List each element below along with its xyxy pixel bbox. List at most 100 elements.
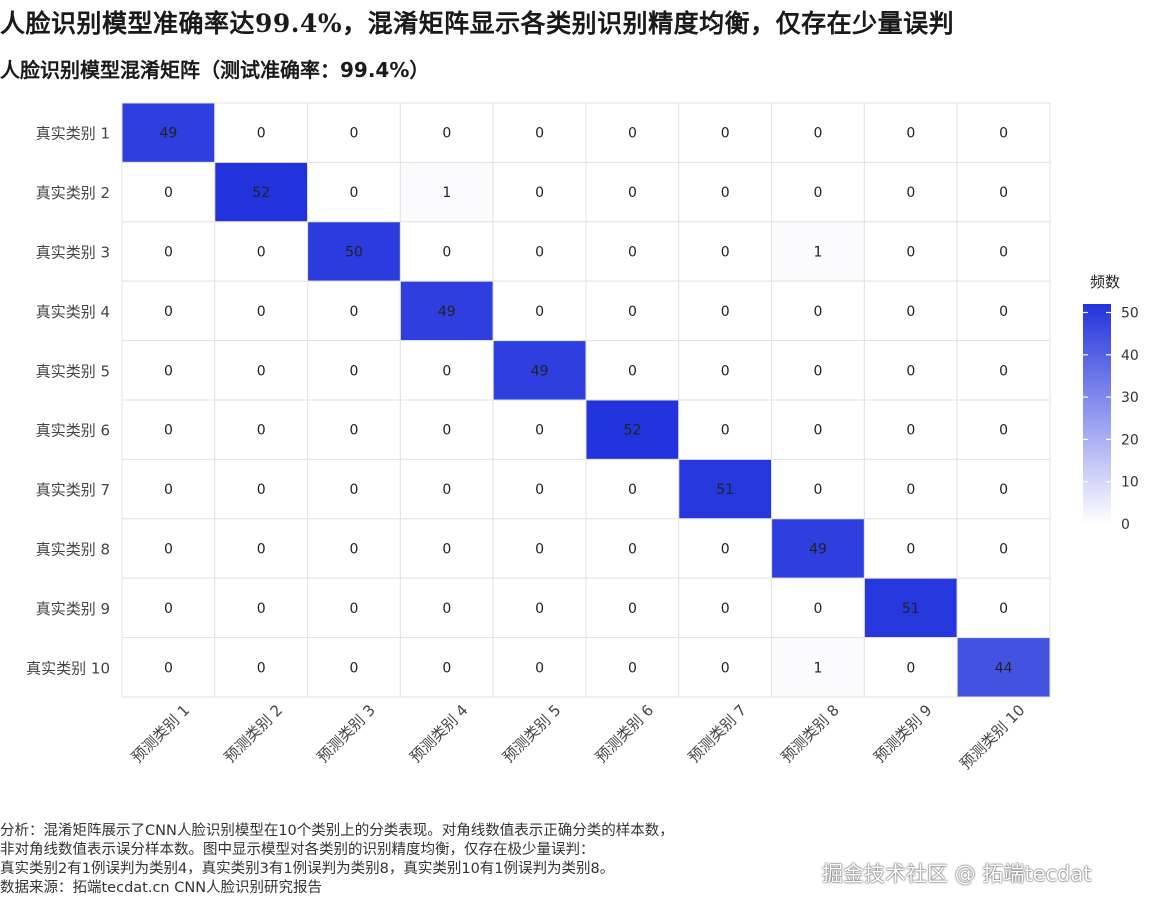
- legend-tick-label: 20: [1121, 432, 1139, 448]
- cell-value-label: 0: [628, 482, 637, 498]
- heatmap-cell: [771, 577, 865, 639]
- cell-value-label: 0: [442, 126, 451, 142]
- cell-value-label: 0: [164, 601, 173, 617]
- heatmap-cell: [492, 280, 587, 342]
- heatmap-cell: [771, 280, 865, 342]
- heatmap-cell: [214, 458, 309, 520]
- heatmap-cell: [678, 340, 773, 401]
- heatmap-cell: [678, 637, 773, 698]
- cell-value-label: 0: [442, 482, 451, 498]
- heatmap-cell: [492, 518, 587, 579]
- cell-value-label: 0: [257, 482, 266, 498]
- heatmap-cell: [585, 102, 680, 163]
- cell-value-label: 0: [535, 304, 544, 320]
- legend-tick-label: 0: [1121, 517, 1130, 533]
- heatmap-cell: [956, 458, 1051, 520]
- cell-value-label: 0: [999, 304, 1008, 320]
- headline: 人脸识别模型准确率达99.4%，混淆矩阵显示各类别识别精度均衡，仅存在少量误判: [0, 9, 955, 38]
- cell-value-label: 0: [257, 660, 266, 676]
- cell-value-label: 0: [814, 185, 823, 201]
- heatmap-cell: [863, 637, 958, 698]
- cell-value-label: 1: [442, 185, 451, 201]
- cell-value-label: 0: [164, 363, 173, 379]
- cell-value-label: 0: [164, 423, 173, 439]
- column-label: 预测类别 4: [406, 701, 471, 766]
- cell-value-label: 0: [350, 660, 359, 676]
- cell-value-label: 0: [906, 126, 915, 142]
- heatmap-cell: [492, 102, 587, 163]
- cell-value-label: 0: [999, 423, 1008, 439]
- row-label: 真实类别 1: [36, 125, 110, 143]
- cell-value-label: 0: [628, 304, 637, 320]
- heatmap-cell: [307, 280, 401, 342]
- cell-value-label: 0: [906, 185, 915, 201]
- column-label: 预测类别 10: [956, 701, 1028, 773]
- heatmap-cell: [585, 458, 680, 520]
- cell-value-label: 0: [814, 601, 823, 617]
- heatmap-cell: [399, 458, 494, 520]
- heatmap-cell: [956, 161, 1051, 223]
- cell-value-label: 0: [814, 423, 823, 439]
- cell-value-label: 0: [906, 245, 915, 261]
- heatmap-cell: [121, 161, 216, 223]
- cell-value-label: 0: [814, 126, 823, 142]
- heatmap-cell: [307, 637, 401, 698]
- cell-value-label: 0: [164, 304, 173, 320]
- legend-tick-label: 30: [1121, 390, 1139, 406]
- cell-value-label: 0: [350, 482, 359, 498]
- heatmap-cell: [121, 280, 216, 342]
- cell-value-label: 0: [350, 363, 359, 379]
- cell-value-label: 0: [906, 542, 915, 558]
- heatmap-cell: [771, 399, 865, 460]
- row-label: 真实类别 3: [36, 244, 110, 262]
- heatmap-cell: [399, 577, 494, 639]
- heatmap-cell: [771, 458, 865, 520]
- heatmap-cell: [307, 340, 401, 401]
- heatmap-cell: [956, 577, 1051, 639]
- cell-value-label: 0: [906, 660, 915, 676]
- column-label: 预测类别 1: [128, 701, 193, 766]
- cell-value-label: 50: [345, 245, 363, 261]
- cell-value-label: 0: [257, 363, 266, 379]
- analysis-source: 数据来源：拓端tecdat.cn CNN人脸识别研究报告: [0, 880, 323, 896]
- cell-value-label: 0: [164, 482, 173, 498]
- cell-value-label: 0: [350, 126, 359, 142]
- cell-value-label: 0: [999, 542, 1008, 558]
- column-label: 预测类别 9: [870, 701, 935, 766]
- cell-value-label: 44: [995, 660, 1013, 676]
- cell-value-label: 0: [535, 601, 544, 617]
- cell-value-label: 0: [257, 423, 266, 439]
- row-label: 真实类别 8: [36, 541, 110, 559]
- cell-value-label: 0: [350, 542, 359, 558]
- heatmap-cell: [678, 280, 773, 342]
- heatmap-cell: [956, 221, 1051, 282]
- analysis-line: 分析：混淆矩阵展示了CNN人脸识别模型在10个类别上的分类表现。对角线数值表示正…: [0, 823, 674, 839]
- column-label: 预测类别 6: [592, 701, 657, 766]
- analysis-line: 真实类别2有1例误判为类别4，真实类别3有1例误判为类别8，真实类别10有1例误…: [0, 861, 615, 877]
- cell-value-label: 0: [999, 185, 1008, 201]
- cell-value-label: 0: [164, 542, 173, 558]
- heatmap-cell: [214, 518, 309, 579]
- column-label: 预测类别 7: [685, 701, 750, 766]
- cell-value-label: 0: [257, 245, 266, 261]
- heatmap-cell: [956, 280, 1051, 342]
- cell-value-label: 0: [164, 660, 173, 676]
- row-label: 真实类别 2: [36, 184, 110, 202]
- cell-value-label: 0: [350, 185, 359, 201]
- cell-value-label: 0: [721, 304, 730, 320]
- row-label: 真实类别 7: [36, 481, 110, 499]
- cell-value-label: 0: [350, 601, 359, 617]
- cell-value-label: 0: [999, 363, 1008, 379]
- cell-value-label: 0: [999, 126, 1008, 142]
- row-label: 真实类别 9: [36, 600, 110, 618]
- cell-value-label: 0: [814, 304, 823, 320]
- heatmap-cell: [399, 161, 494, 223]
- heatmap-cell: [863, 340, 958, 401]
- heatmap-cell: [399, 637, 494, 698]
- heatmap-cell: [678, 221, 773, 282]
- heatmap-cell: [678, 399, 773, 460]
- heatmap-cell: [214, 637, 309, 698]
- cell-value-label: 1: [814, 245, 823, 261]
- cell-value-label: 0: [721, 126, 730, 142]
- heatmap-cell: [307, 399, 401, 460]
